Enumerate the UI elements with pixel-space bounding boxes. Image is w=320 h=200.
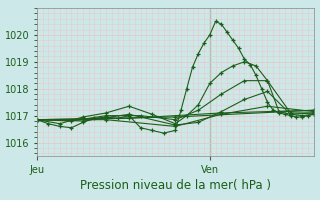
X-axis label: Pression niveau de la mer( hPa ): Pression niveau de la mer( hPa ) xyxy=(80,179,271,192)
